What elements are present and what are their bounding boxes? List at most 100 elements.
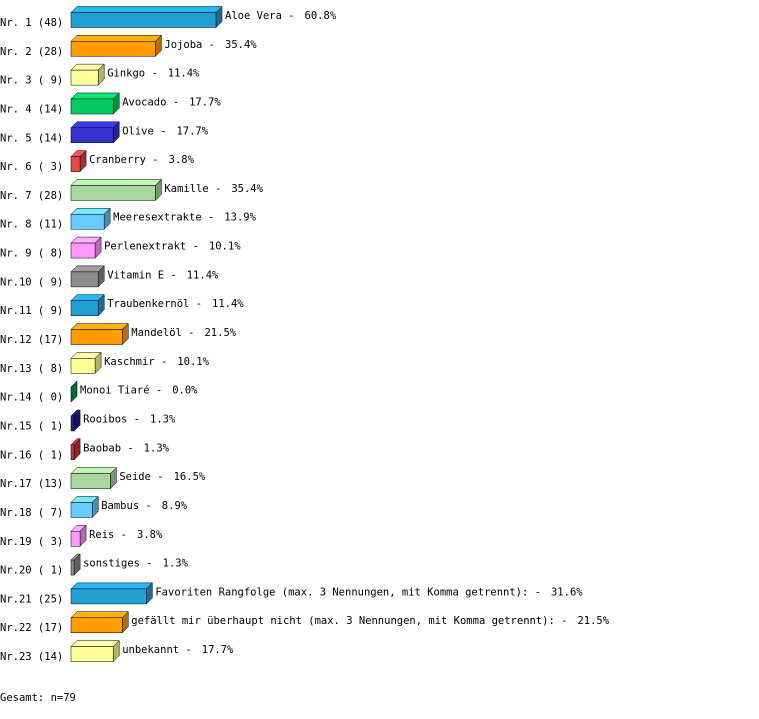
bar	[70, 236, 102, 259]
bar-label: gefällt mir überhaupt nicht (max. 3 Nenn…	[131, 615, 609, 627]
category-label: Rooibos -	[83, 413, 140, 425]
bar-top	[70, 121, 120, 129]
row-label: Nr. 9 ( 8)	[0, 248, 63, 260]
value-label: 17.7%	[189, 96, 221, 108]
bar-front	[70, 502, 93, 518]
total-note: Gesamt: n=79	[0, 692, 76, 704]
value-label: 11.4%	[212, 298, 244, 310]
row-label: Nr.12 (17)	[0, 334, 63, 346]
bar-label: sonstiges - 1.3%	[83, 558, 189, 570]
value-label: 3.8%	[169, 154, 195, 166]
row-label: Nr.19 ( 3)	[0, 536, 63, 548]
row-label: Nr.20 ( 1)	[0, 565, 63, 577]
bar	[70, 207, 111, 230]
bar-front	[70, 41, 156, 57]
row-label: Nr. 7 (28)	[0, 190, 63, 202]
row-label: Nr.15 ( 1)	[0, 420, 63, 432]
bar	[70, 322, 129, 346]
bar	[70, 92, 120, 115]
bar	[70, 5, 223, 29]
category-label: Avocado -	[122, 96, 179, 108]
bar-label: Aloe Vera - 60.8%	[225, 10, 337, 22]
category-label: Aloe Vera -	[225, 10, 295, 22]
bar-label: Bambus - 8.9%	[101, 500, 188, 512]
value-label: 1.3%	[144, 442, 170, 454]
category-label: sonstiges -	[83, 558, 153, 570]
bar-front	[70, 559, 75, 576]
bar	[70, 467, 117, 490]
bar	[70, 639, 120, 663]
bar-front	[70, 473, 111, 489]
row-label: Nr. 5 (14)	[0, 132, 63, 144]
value-label: 0.0%	[172, 385, 198, 397]
row-label: Nr. 4 (14)	[0, 103, 63, 115]
bar	[70, 294, 105, 317]
bar-label: Favoriten Rangfolge (max. 3 Nennungen, m…	[155, 586, 583, 598]
category-label: Reis -	[89, 529, 127, 541]
row-label: Nr. 6 ( 3)	[0, 161, 63, 173]
value-label: 17.7%	[202, 644, 234, 656]
bar-label: Kaschmir - 10.1%	[104, 356, 210, 368]
bar-top	[70, 323, 129, 330]
row-label: Nr.17 (13)	[0, 478, 63, 490]
bar-front	[70, 127, 114, 144]
category-label: Kaschmir -	[104, 356, 167, 368]
bar-top	[70, 582, 153, 590]
row-label: Nr.22 (17)	[0, 622, 63, 634]
bar-label: Ginkgo - 11.4%	[107, 68, 200, 80]
bar-top	[70, 640, 120, 647]
bar-front	[70, 646, 114, 662]
bar-label: unbekannt - 17.7%	[122, 644, 234, 656]
value-label: 1.3%	[150, 413, 176, 425]
category-label: Olive -	[122, 125, 166, 137]
value-label: 35.4%	[231, 183, 263, 195]
bar-label: Cranberry - 3.8%	[89, 154, 195, 166]
row-label: Nr.11 ( 9)	[0, 305, 63, 317]
bar-front	[70, 242, 96, 259]
category-label: Ginkgo -	[107, 68, 158, 80]
value-label: 21.5%	[204, 327, 236, 339]
value-label: 17.7%	[176, 125, 208, 137]
value-label: 10.1%	[209, 241, 241, 253]
bar-front	[70, 588, 147, 605]
bar-front	[70, 415, 75, 432]
bar-label: Vitamin E - 11.4%	[107, 269, 219, 281]
bar-top	[70, 6, 223, 13]
category-label: Vitamin E -	[107, 269, 177, 281]
row-label: Nr.21 (25)	[0, 593, 63, 605]
bar-label: Meeresextrakte - 13.9%	[113, 212, 256, 224]
bar-top	[70, 207, 111, 215]
bar-front	[70, 271, 99, 288]
bar-label: Baobab - 1.3%	[83, 442, 170, 454]
value-label: 3.8%	[137, 529, 163, 541]
bar-label: Avocado - 17.7%	[122, 96, 221, 108]
bar-front	[70, 98, 114, 115]
value-label: 60.8%	[305, 10, 337, 22]
value-label: 11.4%	[187, 269, 219, 281]
category-label: Jojoba -	[164, 39, 215, 51]
bar-label: Rooibos - 1.3%	[83, 413, 176, 425]
bar	[70, 524, 87, 547]
bar-front	[70, 185, 156, 201]
row-label: Nr.13 ( 8)	[0, 363, 63, 375]
value-label: 31.6%	[551, 586, 583, 598]
category-label: unbekannt -	[122, 644, 192, 656]
row-label: Nr. 1 (48)	[0, 17, 63, 29]
value-label: 8.9%	[162, 500, 188, 512]
bar-label: Seide - 16.5%	[119, 471, 206, 483]
bar-label: Traubenkernöl - 11.4%	[107, 298, 244, 310]
bar-front	[70, 156, 81, 172]
bar	[70, 34, 163, 57]
row-label: Nr. 2 (28)	[0, 46, 63, 58]
bar	[70, 63, 105, 86]
bar-label: Jojoba - 35.4%	[164, 39, 257, 51]
bar-top	[70, 92, 120, 100]
row-label: Nr.10 ( 9)	[0, 276, 63, 288]
row-label: Nr.16 ( 1)	[0, 449, 63, 461]
category-label: Baobab -	[83, 442, 134, 454]
category-label: Seide -	[119, 471, 163, 483]
category-label: Mandelöl -	[131, 327, 194, 339]
bar-front	[70, 617, 123, 633]
bar	[70, 409, 81, 432]
